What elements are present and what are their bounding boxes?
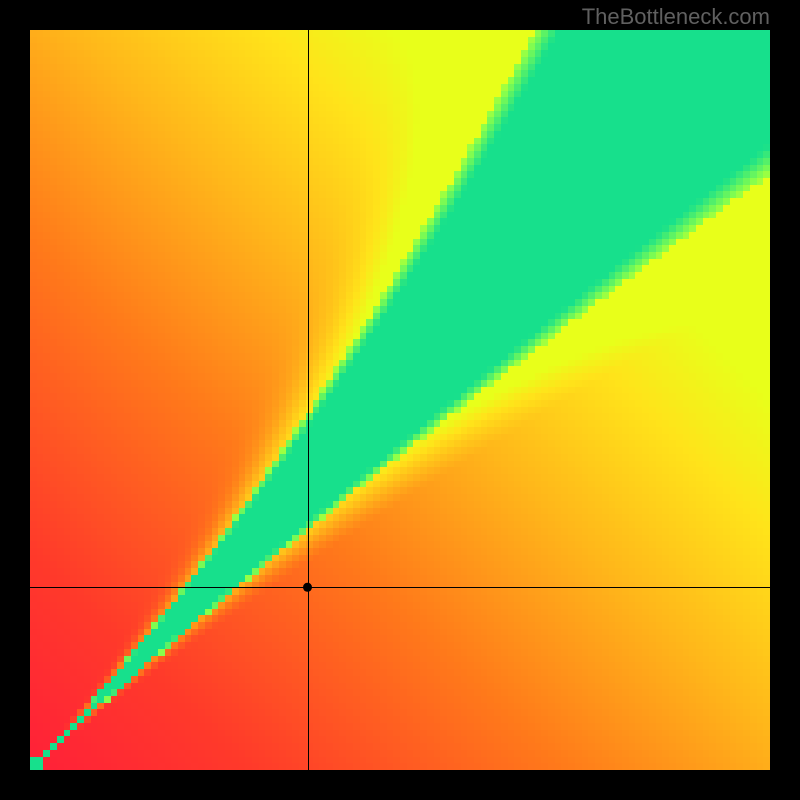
- plot-area: [30, 30, 770, 770]
- outer-frame: TheBottleneck.com: [0, 0, 800, 800]
- bottleneck-heatmap: [30, 30, 770, 770]
- watermark-text: TheBottleneck.com: [582, 4, 770, 30]
